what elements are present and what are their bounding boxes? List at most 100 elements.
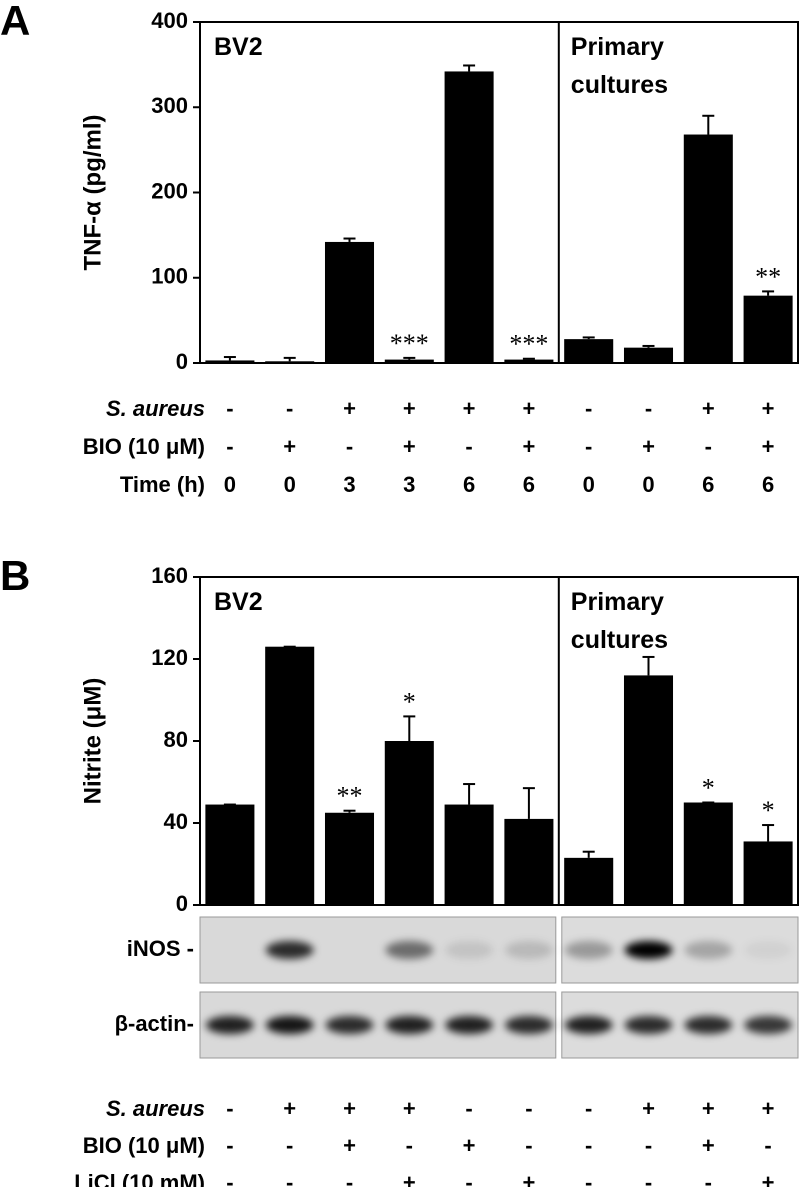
condition-value: - <box>286 396 293 421</box>
condition-label: BIO (10 μM) <box>83 434 205 459</box>
condition-value: 6 <box>702 472 714 497</box>
condition-value: - <box>346 434 353 459</box>
blot-label: β-actin- <box>115 1011 194 1036</box>
condition-value: + <box>762 1096 775 1121</box>
group-label: BV2 <box>214 588 263 616</box>
condition-value: + <box>463 1133 476 1158</box>
blot-band <box>504 1016 553 1034</box>
blot-band <box>445 1016 494 1034</box>
bar <box>743 295 793 363</box>
condition-value: + <box>463 396 476 421</box>
y-tick-label: 80 <box>164 727 188 752</box>
condition-value: + <box>702 1133 715 1158</box>
bar <box>504 818 554 905</box>
condition-value: + <box>343 1133 356 1158</box>
bar <box>265 361 315 363</box>
bar <box>384 359 434 363</box>
bar <box>444 804 494 905</box>
condition-value: - <box>645 396 652 421</box>
condition-value: - <box>226 1170 233 1187</box>
condition-value: + <box>642 1096 655 1121</box>
condition-value: - <box>705 1170 712 1187</box>
condition-value: - <box>585 1170 592 1187</box>
condition-value: + <box>283 434 296 459</box>
y-tick-label: 40 <box>164 809 188 834</box>
significance-mark: *** <box>509 330 548 359</box>
significance-mark: * <box>702 773 715 802</box>
condition-value: 0 <box>642 472 654 497</box>
bar <box>265 646 315 905</box>
bar <box>564 339 614 363</box>
blot-band <box>564 1016 613 1034</box>
bar <box>444 71 494 363</box>
condition-value: + <box>343 396 356 421</box>
condition-value: - <box>585 434 592 459</box>
condition-value: + <box>762 434 775 459</box>
y-tick-label: 0 <box>176 349 188 374</box>
y-tick-label: 400 <box>151 8 188 33</box>
condition-value: 6 <box>523 472 535 497</box>
condition-value: - <box>585 1096 592 1121</box>
panel-label: B <box>0 552 30 599</box>
condition-value: - <box>645 1170 652 1187</box>
bar <box>504 359 554 363</box>
blot-band <box>624 1016 673 1034</box>
condition-value: 6 <box>762 472 774 497</box>
condition-value: - <box>226 434 233 459</box>
significance-mark: * <box>762 796 775 825</box>
condition-value: + <box>702 1096 715 1121</box>
condition-value: - <box>465 1170 472 1187</box>
condition-value: + <box>403 1170 416 1187</box>
condition-label: S. aureus <box>106 1096 205 1121</box>
y-tick-label: 300 <box>151 93 188 118</box>
y-tick-label: 160 <box>151 563 188 588</box>
blot-band <box>265 941 314 959</box>
condition-value: - <box>286 1170 293 1187</box>
condition-value: + <box>522 434 535 459</box>
significance-mark: *** <box>390 329 429 358</box>
condition-value: - <box>406 1133 413 1158</box>
y-axis-label: Nitrite (μM) <box>79 678 106 805</box>
y-tick-label: 200 <box>151 178 188 203</box>
condition-label: BIO (10 μM) <box>83 1133 205 1158</box>
condition-value: - <box>764 1133 771 1158</box>
condition-value: - <box>585 1133 592 1158</box>
condition-value: + <box>762 396 775 421</box>
blot-band <box>265 1016 314 1034</box>
blot-band <box>624 941 673 959</box>
bar <box>205 360 255 363</box>
condition-value: + <box>403 396 416 421</box>
condition-value: + <box>642 434 655 459</box>
condition-label: S. aureus <box>106 396 205 421</box>
blot-panel <box>199 916 557 984</box>
bar <box>384 741 434 905</box>
bar <box>743 841 793 905</box>
blot-band <box>205 1016 254 1034</box>
condition-value: 0 <box>224 472 236 497</box>
condition-value: - <box>226 1133 233 1158</box>
condition-value: - <box>645 1133 652 1158</box>
condition-value: - <box>525 1133 532 1158</box>
y-tick-label: 100 <box>151 264 188 289</box>
bar <box>564 857 614 905</box>
y-tick-label: 120 <box>151 645 188 670</box>
condition-value: - <box>346 1170 353 1187</box>
condition-label: LiCl (10 mM) <box>74 1170 205 1187</box>
bar <box>683 802 733 905</box>
condition-value: + <box>522 1170 535 1187</box>
condition-value: 6 <box>463 472 475 497</box>
blot-band <box>684 941 733 959</box>
blot-band <box>504 941 553 959</box>
condition-value: - <box>585 396 592 421</box>
significance-mark: * <box>403 687 416 716</box>
y-tick-label: 0 <box>176 891 188 916</box>
condition-value: + <box>283 1096 296 1121</box>
condition-value: - <box>465 1096 472 1121</box>
group-label: Primary cultures <box>570 588 669 654</box>
bar <box>623 347 674 363</box>
condition-value: + <box>343 1096 356 1121</box>
condition-value: 0 <box>583 472 595 497</box>
blot-band <box>744 1016 793 1034</box>
bar <box>205 804 255 905</box>
